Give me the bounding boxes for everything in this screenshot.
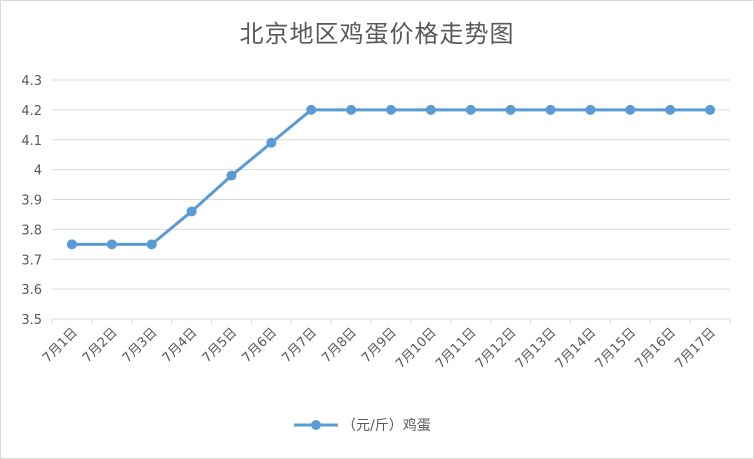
y-tick-label: 4 [34, 164, 42, 179]
x-tick-label: 7月12日 [473, 325, 520, 372]
x-tick-label: 7月16日 [632, 325, 679, 372]
legend-label: （元/斤）鸡蛋 [342, 417, 431, 434]
x-tick-label: 7月3日 [120, 325, 161, 366]
x-tick-label: 7月2日 [80, 325, 121, 366]
x-tick-label: 7月6日 [239, 325, 280, 366]
x-tick-label: 7月17日 [672, 325, 719, 372]
y-tick-label: 4.1 [21, 134, 42, 149]
x-tick-label: 7月4日 [160, 325, 201, 366]
y-tick-label: 3.7 [21, 253, 42, 268]
chart-title: 北京地区鸡蛋价格走势图 [239, 20, 515, 48]
x-tick-label: 7月7日 [279, 325, 320, 366]
y-tick-label: 3.6 [21, 283, 42, 298]
series-layer [66, 104, 716, 250]
y-axis-ticks: 3.5 3.6 3.7 3.8 3.9 4 4.1 4.2 4.3 [21, 74, 42, 328]
series-line [71, 108, 711, 246]
x-axis: 7月1日 7月2日 7月3日 7月4日 7月5日 7月6日 7月7日 7月8日 7月9日7月10… [40, 319, 731, 372]
data-point [625, 104, 636, 115]
legend-marker [311, 420, 321, 430]
data-point [346, 104, 357, 115]
x-tick-label: 7月1日 [40, 325, 81, 366]
data-point [386, 104, 396, 115]
data-point [585, 104, 596, 115]
data-point [146, 239, 157, 250]
x-tick-label: 7月8日 [319, 325, 360, 366]
data-point [106, 239, 117, 250]
y-tick-label: 3.9 [21, 194, 42, 209]
data-point [665, 104, 676, 115]
data-point [425, 104, 436, 115]
y-tick-label: 4.3 [21, 74, 42, 89]
x-tick-label: 7月14日 [553, 325, 600, 372]
data-point [505, 104, 516, 115]
legend: （元/斤）鸡蛋 [294, 417, 431, 434]
data-point [266, 137, 277, 148]
y-tick-label: 3.8 [21, 223, 42, 238]
data-point [66, 239, 77, 250]
data-point [306, 104, 317, 115]
gridlines [52, 79, 730, 320]
x-tick-label: 7月15日 [593, 325, 640, 372]
x-tick-label: 7月10日 [393, 325, 440, 372]
data-point [705, 104, 716, 115]
data-point [545, 104, 556, 115]
data-point [186, 206, 197, 217]
x-tick-label: 7月13日 [513, 325, 560, 372]
data-point [226, 170, 237, 181]
data-point [465, 104, 476, 115]
y-tick-label: 4.2 [21, 104, 42, 119]
x-tick-label: 7月11日 [433, 325, 480, 372]
x-tick-label: 7月5日 [200, 325, 241, 366]
y-tick-label: 3.5 [21, 313, 42, 328]
